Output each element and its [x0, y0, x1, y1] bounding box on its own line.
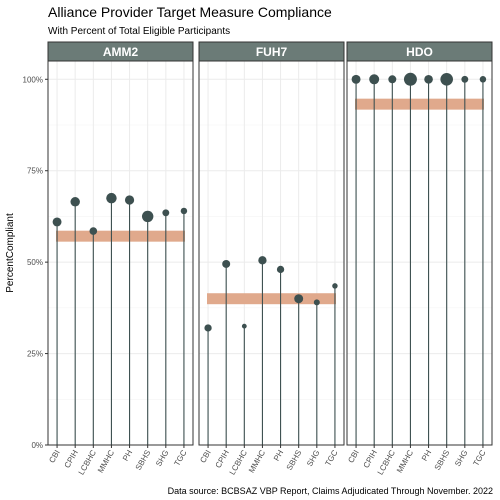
y-axis-title: PercentCompliant — [5, 213, 16, 293]
y-tick-label: 50% — [27, 258, 43, 267]
y-tick-label: 0% — [31, 441, 43, 450]
point-hdo-lcbhc — [388, 75, 397, 84]
point-hdo-sbhs — [440, 72, 453, 86]
facet-strip — [47, 41, 194, 62]
target-band — [355, 98, 484, 110]
x-tick-label: LCBHC — [376, 448, 397, 476]
x-tick-label: CBI — [346, 449, 360, 465]
point-fuh7-lcbhc — [241, 323, 247, 329]
chart-subtitle: With Percent of Total Eligible Participa… — [48, 26, 230, 37]
panel-background — [199, 61, 344, 445]
x-tick-label: TGC — [323, 448, 339, 467]
x-tick-label: SBHS — [285, 449, 304, 472]
x-tick-label: CBI — [47, 449, 61, 465]
chart-caption: Data source: BCBSAZ VBP Report, Claims A… — [168, 486, 493, 496]
point-fuh7-shg — [313, 299, 320, 306]
point-amm2-cbi — [52, 217, 62, 227]
x-tick-label: CBI — [198, 449, 212, 465]
x-tick-label: SHG — [453, 449, 469, 469]
point-amm2-cpih — [70, 197, 80, 207]
x-tick-label: MMHC — [96, 448, 116, 474]
x-tick-label: CPIH — [214, 448, 231, 469]
point-amm2-lcbhc — [89, 227, 98, 235]
point-hdo-tgc — [479, 76, 487, 83]
x-tick-label: SBHS — [134, 449, 153, 472]
x-tick-label: MMHC — [247, 448, 267, 474]
x-tick-label: LCBHC — [228, 448, 249, 476]
x-tick-label: LCBHC — [77, 448, 98, 476]
point-fuh7-tgc — [332, 283, 338, 289]
point-amm2-sbhs — [141, 210, 154, 223]
point-fuh7-cpih — [222, 259, 231, 268]
facet-strip-label: FUH7 — [256, 45, 288, 59]
x-tick-label: PH — [420, 448, 433, 462]
x-tick-label: SHG — [154, 449, 170, 469]
x-tick-label: PH — [121, 448, 134, 462]
x-tick-label: CPIH — [63, 448, 80, 469]
y-tick-label: 75% — [27, 167, 43, 176]
point-hdo-mmhc — [403, 72, 417, 86]
chart-title: Alliance Provider Target Measure Complia… — [48, 4, 332, 20]
point-hdo-cpih — [369, 74, 380, 85]
panel-background — [48, 61, 193, 445]
point-amm2-shg — [162, 209, 170, 217]
x-tick-label: CPIH — [362, 448, 379, 469]
point-hdo-cbi — [351, 74, 361, 84]
facet-strip — [346, 41, 493, 62]
x-tick-label: SBHS — [433, 449, 452, 472]
point-fuh7-ph — [276, 265, 285, 274]
target-band — [56, 230, 185, 242]
panel-background — [347, 61, 492, 445]
point-hdo-shg — [461, 75, 469, 83]
facet-strip-label: HDO — [406, 45, 433, 59]
x-tick-label: PH — [272, 448, 285, 462]
facet-strip-label: AMM2 — [103, 45, 139, 59]
point-amm2-ph — [124, 195, 135, 205]
point-fuh7-mmhc — [258, 256, 267, 265]
y-axis: 0% 25% 50% 75% 100% — [23, 75, 48, 450]
facet-strip — [198, 41, 345, 62]
point-amm2-mmhc — [106, 192, 117, 204]
x-tick-label: TGC — [471, 448, 487, 467]
point-fuh7-cbi — [204, 324, 212, 332]
x-tick-label: TGC — [172, 448, 188, 467]
y-tick-label: 25% — [27, 350, 43, 359]
point-amm2-tgc — [180, 207, 188, 215]
x-tick-label: SHG — [305, 449, 321, 469]
x-tick-label: MMHC — [395, 448, 415, 474]
point-hdo-ph — [424, 74, 433, 84]
point-fuh7-sbhs — [294, 294, 304, 304]
target-band — [207, 293, 336, 305]
y-tick-label: 100% — [23, 75, 43, 84]
